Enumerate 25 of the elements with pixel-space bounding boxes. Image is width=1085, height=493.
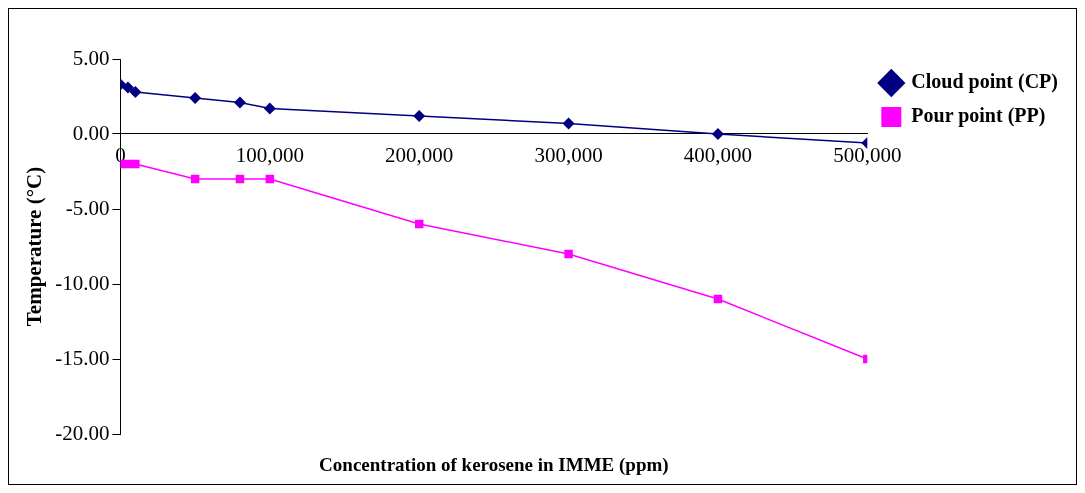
y-tick-label: -15.00 xyxy=(55,345,110,370)
y-axis-title: Temperature (°C) xyxy=(22,166,47,327)
x-tick-label: 500,000 xyxy=(833,143,902,168)
point xyxy=(413,110,426,122)
point xyxy=(233,96,246,109)
y-tick-label: 0.00 xyxy=(72,120,110,145)
point xyxy=(131,159,140,169)
x-tick-label: 400,000 xyxy=(683,143,753,168)
x-tick-label: 100,000 xyxy=(235,143,304,168)
point xyxy=(562,117,575,130)
point xyxy=(711,128,724,140)
point xyxy=(121,81,134,94)
y-tick-label: -20.00 xyxy=(55,420,110,445)
x-tick-label: 300,000 xyxy=(534,143,603,168)
y-tick-label: 5.00 xyxy=(72,45,110,70)
point xyxy=(564,249,573,259)
x-tick-label: 200,000 xyxy=(385,143,454,168)
legend-label: Cloud point (CP) xyxy=(911,70,1059,94)
x-axis-title: Concentration of kerosene in IMME (ppm) xyxy=(319,454,669,477)
point xyxy=(263,102,276,115)
point xyxy=(189,92,202,104)
point xyxy=(129,86,142,98)
y-tick-label: -10.00 xyxy=(55,270,110,295)
y-tick-label: -5.00 xyxy=(65,195,110,220)
legend-label: Pour point (PP) xyxy=(911,104,1046,128)
